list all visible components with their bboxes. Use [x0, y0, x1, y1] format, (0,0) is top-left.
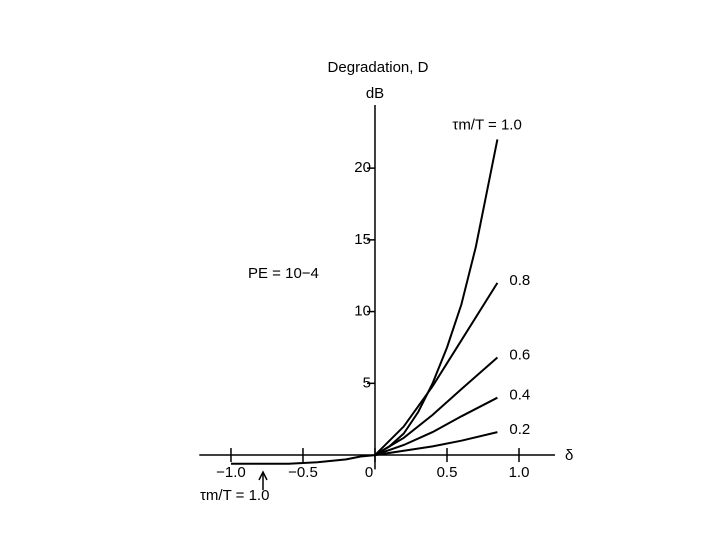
line [374, 282, 499, 456]
series-label: 0.4 [509, 387, 530, 404]
annotation: τm/T = 1.0 [200, 487, 269, 504]
series-label: 0.8 [509, 272, 530, 289]
line [231, 139, 499, 465]
line [374, 356, 499, 456]
series-label: τm/T = 1.0 [452, 116, 521, 133]
x-tick-label: −0.5 [288, 464, 318, 481]
arrow-head [258, 470, 268, 481]
y-tick-label: 10 [354, 303, 371, 320]
y-tick-label: 15 [354, 231, 371, 248]
chart-title: Degradation, D [328, 59, 429, 76]
y-tick-label: 20 [354, 159, 371, 176]
y-tick-label: 5 [363, 374, 371, 391]
series-label: 0.2 [509, 421, 530, 438]
x-tick-label: 0 [365, 464, 373, 481]
series-label: 0.6 [509, 346, 530, 363]
x-tick-label: −1.0 [216, 464, 246, 481]
x-tick-label: 0.5 [437, 464, 458, 481]
annotation: PE = 10−4 [248, 265, 319, 282]
y-axis-label: dB [366, 85, 384, 102]
line [374, 396, 498, 457]
line [374, 431, 498, 457]
x-tick-label: 1.0 [509, 464, 530, 481]
x-axis-label: δ [565, 447, 573, 464]
